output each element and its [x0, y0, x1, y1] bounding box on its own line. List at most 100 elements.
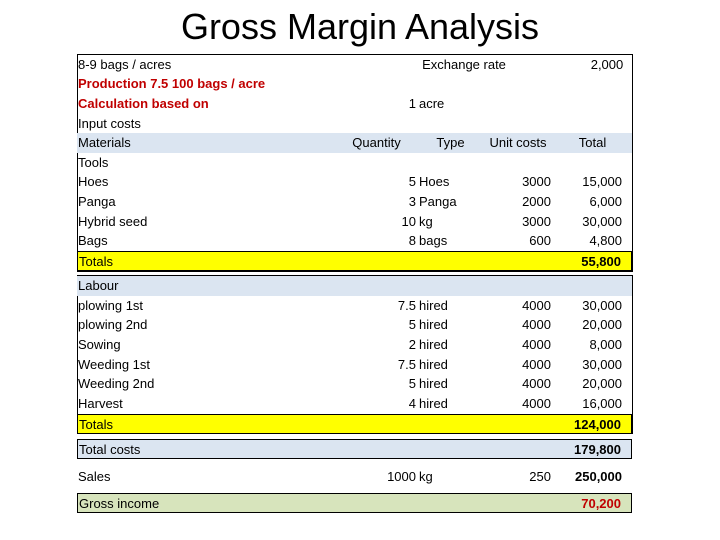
- table-row: Panga 3 Panga 2000 6,000: [77, 192, 632, 212]
- table-row: Sowing 2 hired 4000 8,000: [77, 335, 632, 355]
- cell-label: Totals: [79, 417, 113, 432]
- cell-label: Sowing: [78, 337, 121, 352]
- table-row: plowing 1st 7.5 hired 4000 30,000: [77, 296, 632, 316]
- cell-total: 250,000: [575, 469, 622, 484]
- table-row: plowing 2nd 5 hired 4000 20,000: [77, 315, 632, 335]
- cell-label: Tools: [78, 155, 109, 170]
- table-row: Hoes 5 Hoes 3000 15,000: [77, 172, 632, 192]
- cell-unit-cost: 2000: [522, 194, 551, 209]
- cell-type: acre: [419, 96, 445, 111]
- cell-quantity: 2: [408, 337, 416, 352]
- cell-type: Hoes: [419, 174, 450, 189]
- cell-type: Panga: [419, 194, 457, 209]
- cell-type: hired: [419, 298, 448, 313]
- cell-quantity: 8: [408, 233, 416, 248]
- cell-type: hired: [419, 376, 448, 391]
- cell-total: 20,000: [582, 376, 622, 391]
- cell-label: Weeding 1st: [78, 357, 151, 372]
- cell-quantity: 7.5: [397, 298, 416, 313]
- table-row: Calculation based on 1 acre: [77, 94, 632, 114]
- cell-unit-cost: 250: [529, 469, 551, 484]
- cell-total: 55,800: [581, 254, 621, 269]
- cell-quantity: 1000: [387, 469, 416, 484]
- cell-unit-cost: 4000: [522, 396, 551, 411]
- cell-total: 16,000: [582, 396, 622, 411]
- cell-label: Panga: [78, 194, 116, 209]
- table-row: Hybrid seed 10 kg 3000 30,000: [77, 212, 632, 232]
- cell-label: Sales: [78, 469, 111, 484]
- table-row: Sales 1000 kg 250 250,000: [77, 467, 632, 487]
- cell-unit-cost: 600: [529, 233, 551, 248]
- cell-unit-cost: 4000: [522, 357, 551, 372]
- cell-type: kg: [419, 469, 433, 484]
- cell-total: 30,000: [582, 298, 622, 313]
- table-row: Weeding 1st 7.5 hired 4000 30,000: [77, 355, 632, 375]
- cell-unit-cost: 3000: [522, 214, 551, 229]
- cell-label: Input costs: [78, 116, 141, 131]
- cell-total: 30,000: [582, 357, 622, 372]
- cell-quantity: 5: [408, 317, 416, 332]
- cell-label: Hoes: [78, 174, 109, 189]
- cell-label: Gross income: [79, 496, 160, 511]
- cell-label: Totals: [79, 254, 113, 269]
- cell-note: Exchange rate: [422, 57, 506, 72]
- cell-unit-cost: Unit costs: [489, 135, 547, 150]
- cell-label: Weeding 2nd: [78, 376, 155, 391]
- cell-total: Total: [578, 135, 607, 150]
- cell-quantity: 5: [408, 376, 416, 391]
- cell-type: Type: [436, 135, 465, 150]
- cell-quantity: 5: [408, 174, 416, 189]
- cell-quantity: 7.5: [397, 357, 416, 372]
- cell-label: Harvest: [78, 396, 123, 411]
- cell-total: 30,000: [582, 214, 622, 229]
- cell-label: Bags: [78, 233, 108, 248]
- table-frame: [77, 54, 633, 272]
- table-row: Harvest 4 hired 4000 16,000: [77, 394, 632, 414]
- table-row: Totals 124,000: [77, 414, 632, 434]
- cell-total: 8,000: [589, 337, 622, 352]
- table-row: Bags 8 bags 600 4,800: [77, 231, 632, 251]
- cell-total: 6,000: [589, 194, 622, 209]
- cell-total: 4,800: [589, 233, 622, 248]
- cell-quantity: 4: [408, 396, 416, 411]
- cell-type: bags: [419, 233, 448, 248]
- cell-total: 179,800: [574, 442, 621, 457]
- cell-quantity: 3: [408, 194, 416, 209]
- cell-label: Labour: [78, 278, 119, 293]
- table-row: Weeding 2nd 5 hired 4000 20,000: [77, 374, 632, 394]
- cell-quantity: 10: [401, 214, 416, 229]
- cell-label: Hybrid seed: [78, 214, 148, 229]
- cell-unit-cost: 4000: [522, 376, 551, 391]
- cell-label: 8-9 bags / acres: [78, 57, 172, 72]
- cell-quantity: Quantity: [352, 135, 401, 150]
- cell-type: hired: [419, 337, 448, 352]
- cell-unit-cost: 4000: [522, 337, 551, 352]
- slide-title: Gross Margin Analysis: [180, 6, 540, 47]
- cell-label: Materials: [78, 135, 131, 150]
- cell-label: Calculation based on: [78, 96, 209, 111]
- table-row: Tools: [77, 153, 632, 173]
- cell-unit-cost: 4000: [522, 298, 551, 313]
- cell-unit-cost: 4000: [522, 317, 551, 332]
- cell-label: Total costs: [79, 442, 141, 457]
- table-row: Total costs 179,800: [77, 439, 632, 459]
- cell-total: 2,000: [590, 57, 624, 72]
- cell-type: hired: [419, 357, 448, 372]
- cell-type: hired: [419, 396, 448, 411]
- cell-total: 20,000: [582, 317, 622, 332]
- cell-type: hired: [419, 317, 448, 332]
- table-row: Input costs: [77, 114, 632, 134]
- cell-total: 15,000: [582, 174, 622, 189]
- cell-label: plowing 2nd: [78, 317, 148, 332]
- cell-total: 70,200: [581, 496, 621, 511]
- table-row: Totals 55,800: [77, 251, 632, 271]
- cell-type: kg: [419, 214, 433, 229]
- cell-total: 124,000: [574, 417, 621, 432]
- cell-label: Production 7.5 100 bags / acre: [78, 76, 266, 91]
- table-row: Production 7.5 100 bags / acre: [77, 74, 632, 94]
- cell-quantity: 1: [408, 96, 416, 111]
- cell-label: plowing 1st: [78, 298, 144, 313]
- table-row: Gross income 70,200: [77, 493, 632, 513]
